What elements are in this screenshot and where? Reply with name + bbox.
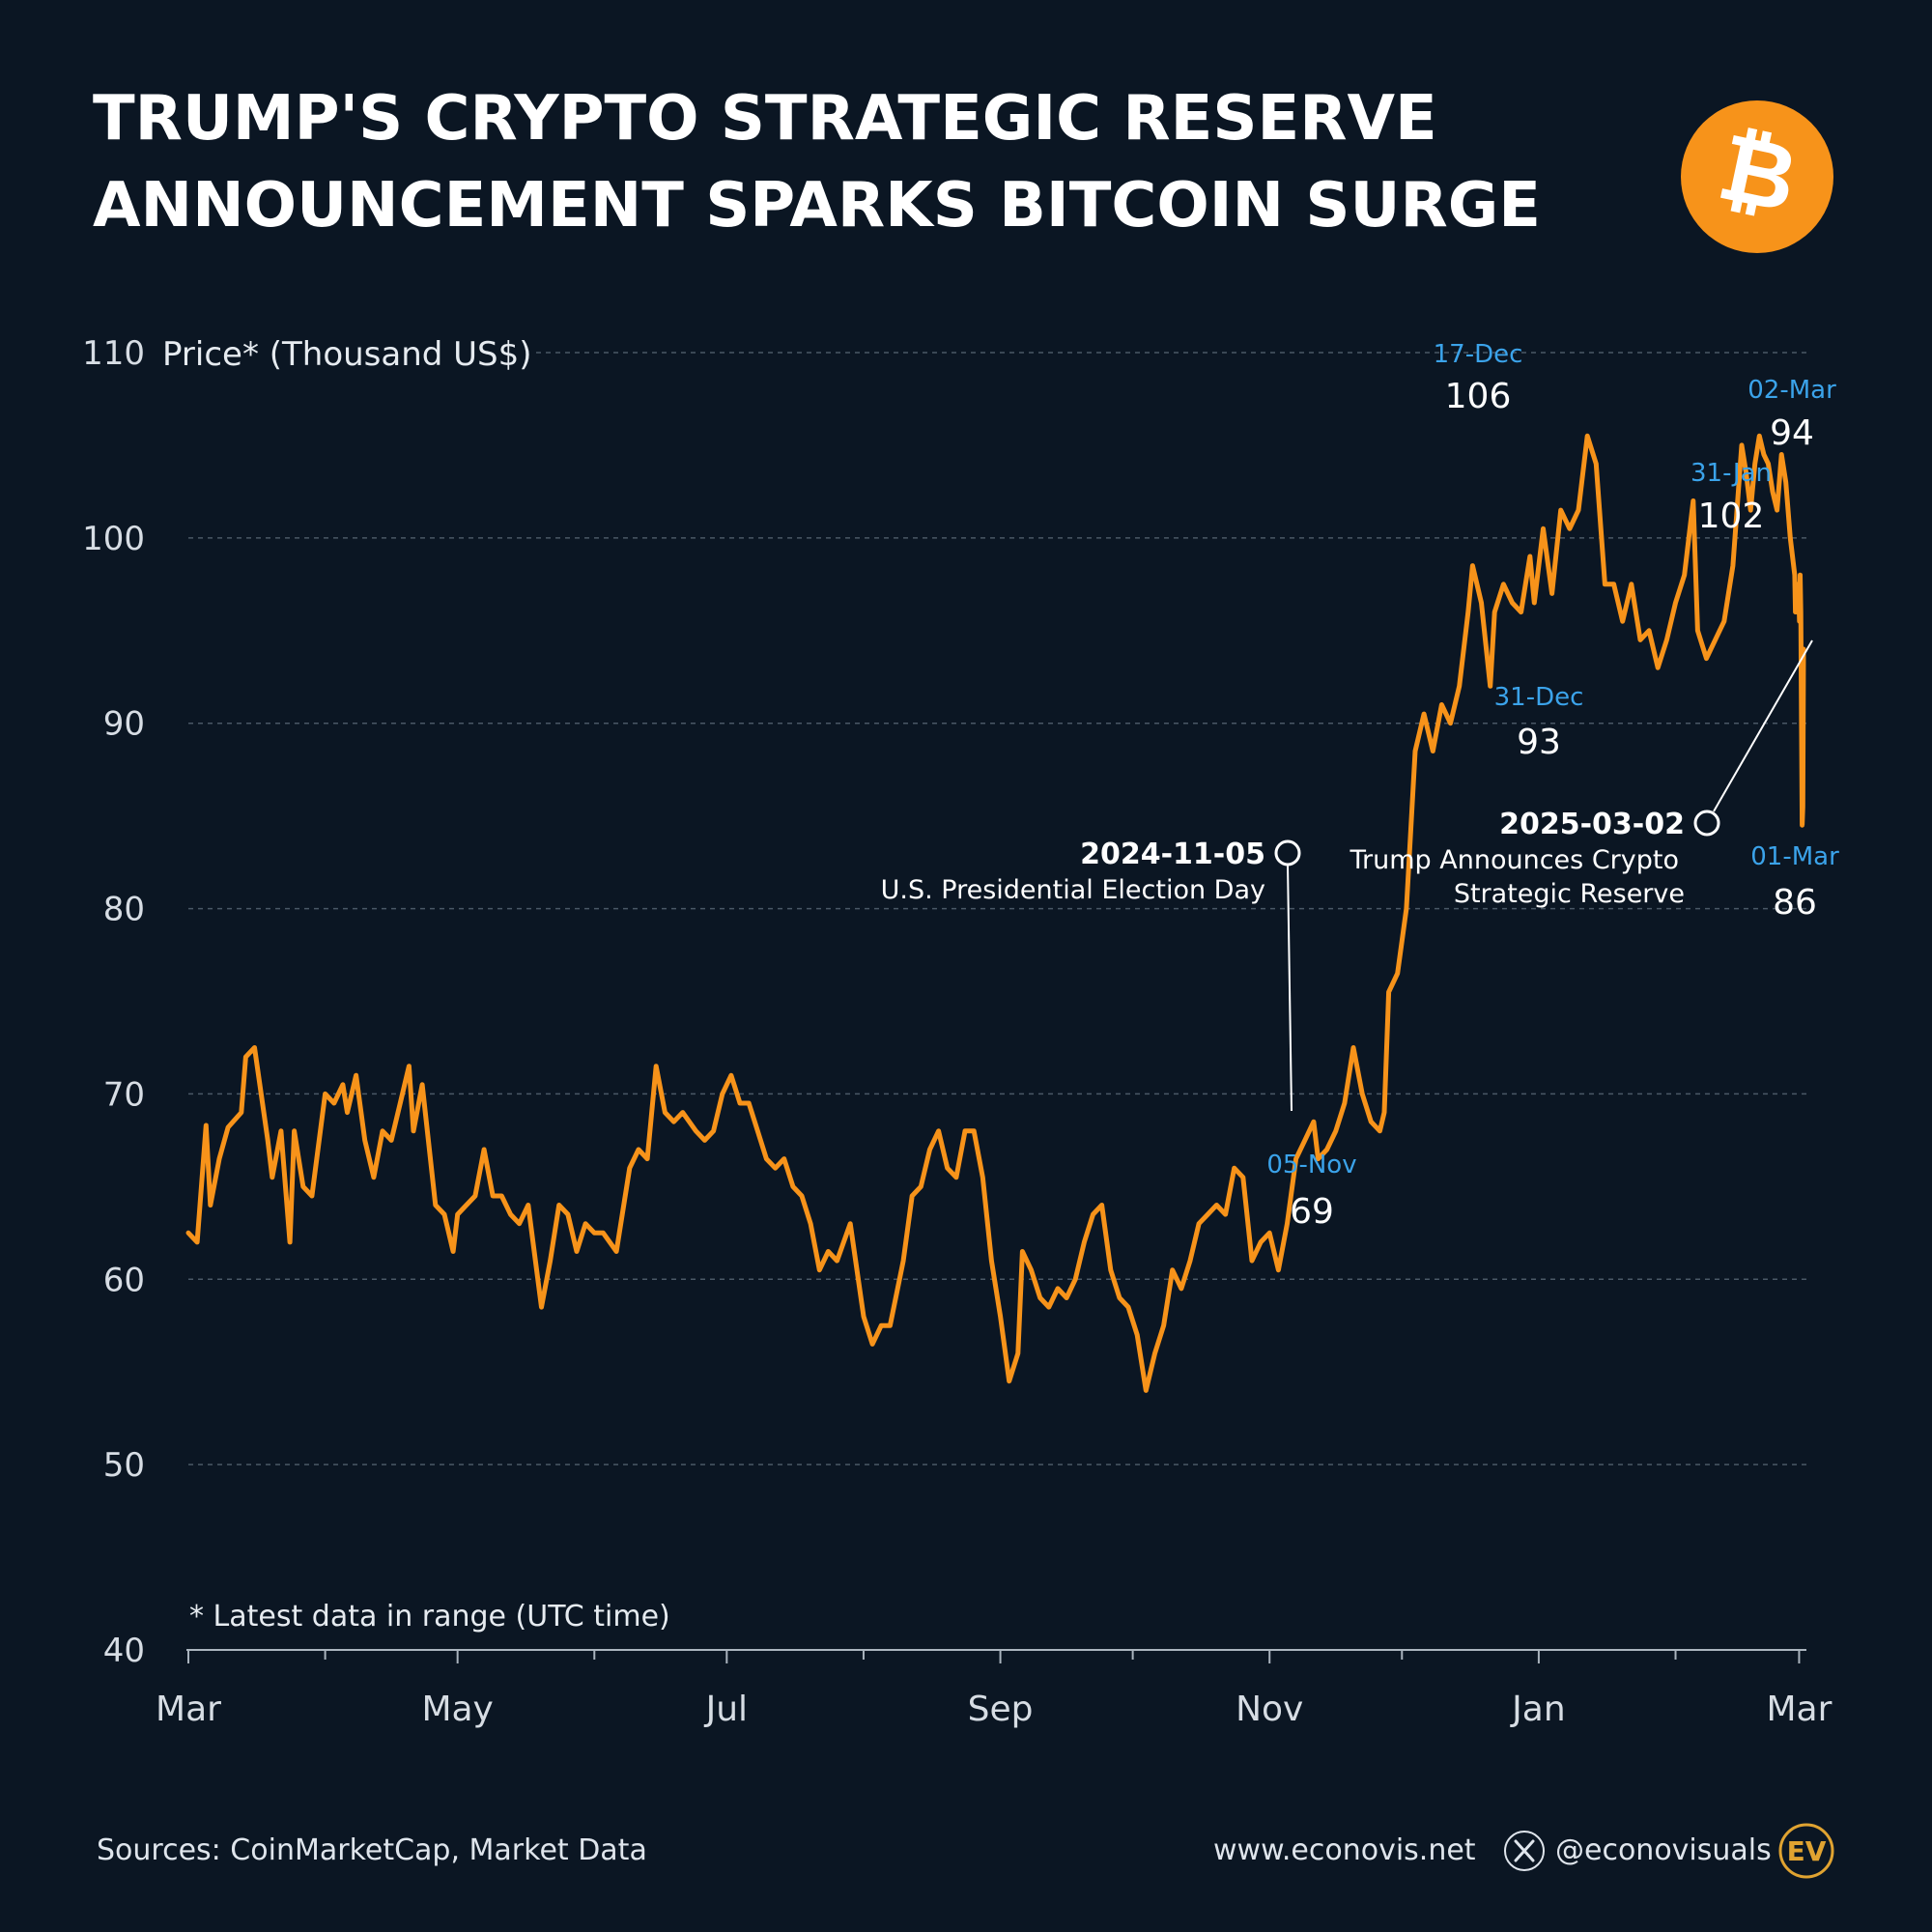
x-tick-label: Jul	[704, 1690, 748, 1729]
annotation-value: 86	[1773, 883, 1817, 923]
footnote: * Latest data in range (UTC time)	[189, 1600, 670, 1634]
y-tick-label: 100	[82, 520, 145, 558]
y-tick-label: 80	[103, 891, 145, 929]
bitcoin-icon: ₿	[1681, 100, 1833, 253]
annotation-date: 02-Mar	[1747, 376, 1836, 405]
event-markers: 2024-11-05 U.S. Presidential Election Day…	[881, 639, 1813, 1112]
x-axis: Mar May Jul Sep Nov Jan Mar	[156, 1649, 1833, 1729]
y-tick-label: 110	[82, 334, 145, 373]
annotation-value: 102	[1698, 497, 1765, 536]
price-line	[185, 433, 1806, 1393]
annotation-date: 31-Jan	[1690, 459, 1772, 488]
election-leader-line	[1287, 864, 1293, 1112]
x-tick-label: Mar	[156, 1690, 221, 1729]
x-tick-label: Sep	[968, 1690, 1034, 1729]
annotation-date: 05-Nov	[1266, 1151, 1356, 1179]
price-chart: 40 50 60 70 80 90 100 110 Price* (Thousand US$)…	[82, 334, 1839, 1729]
econovis-logo-text: EV	[1787, 1835, 1827, 1867]
bitcoin-icon-circle	[1681, 100, 1833, 253]
annotation-value: 94	[1770, 413, 1814, 453]
title-line-2: ANNOUNCEMENT SPARKS BITCOIN SURGE	[93, 170, 1541, 242]
election-label: U.S. Presidential Election Day	[881, 875, 1265, 905]
election-date: 2024-11-05	[1080, 838, 1265, 871]
reserve-marker	[1693, 810, 1720, 837]
x-tick-label: Mar	[1766, 1690, 1832, 1729]
econovis-logo: EV	[1778, 1823, 1834, 1879]
y-tick-label: 50	[103, 1446, 145, 1485]
reserve-label-line-2: Strategic Reserve	[1454, 879, 1685, 909]
reserve-leader-line	[1713, 639, 1813, 812]
social-handle[interactable]: @econovisuals	[1555, 1833, 1772, 1867]
x-icon[interactable]	[1503, 1830, 1546, 1872]
x-tick-label: Nov	[1236, 1690, 1303, 1729]
election-marker	[1274, 839, 1301, 867]
annotation-date: 01-Mar	[1750, 842, 1839, 871]
reserve-label-line-1: Trump Announces Crypto	[1350, 845, 1679, 875]
chart-title: TRUMP'S CRYPTO STRATEGIC RESERVE ANNOUNC…	[93, 75, 1638, 249]
annotation-value: 93	[1517, 723, 1561, 762]
y-axis-label: Price* (Thousand US$)	[162, 335, 532, 374]
title-line-1: TRUMP'S CRYPTO STRATEGIC RESERVE	[93, 83, 1437, 155]
annotation-value: 106	[1445, 377, 1512, 416]
x-tick-label: May	[421, 1690, 493, 1729]
y-tick-label: 40	[103, 1632, 145, 1670]
y-tick-label: 60	[103, 1261, 145, 1299]
y-tick-label: 70	[103, 1075, 145, 1114]
annotation-date: 31-Dec	[1494, 683, 1584, 712]
point-annotations: 17-Dec 106 02-Mar 94 31-Jan 102 31-Dec 93 01-Mar…	[1266, 340, 1839, 1232]
sources-text: Sources: CoinMarketCap, Market Data	[97, 1833, 647, 1867]
annotation-value: 69	[1290, 1192, 1334, 1232]
x-tick-label: Jan	[1510, 1690, 1566, 1729]
reserve-date: 2025-03-02	[1499, 808, 1685, 841]
website-link[interactable]: www.econovis.net	[1213, 1833, 1476, 1867]
y-axis: 40 50 60 70 80 90 100 110	[82, 334, 145, 1670]
y-tick-label: 90	[103, 705, 145, 744]
annotation-date: 17-Dec	[1434, 340, 1523, 369]
